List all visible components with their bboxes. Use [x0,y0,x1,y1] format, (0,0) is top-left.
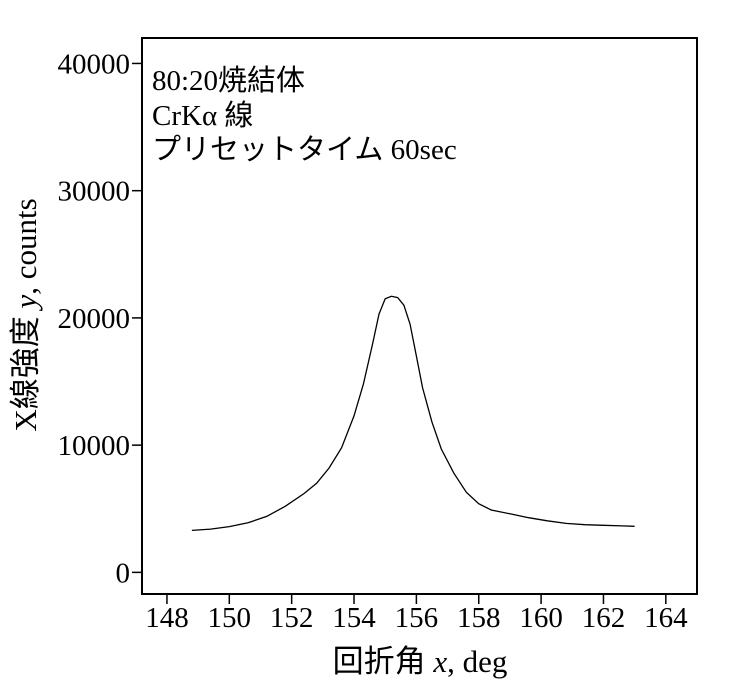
y-tick-label: 0 [116,557,131,589]
x-tick-label: 158 [457,602,501,634]
series-line [191,295,635,532]
y-tick-label: 10000 [58,430,131,462]
axis-ticks [132,62,667,604]
x-tick-label: 154 [332,602,376,634]
x-tick-label: 152 [270,602,314,634]
x-tick-label: 160 [519,602,563,634]
y-tick-label: 40000 [58,48,131,80]
x-tick-label: 164 [644,602,688,634]
y-tick-label: 20000 [58,303,131,335]
annotation-line-1: 80:20焼結体 [152,64,305,97]
x-tick-label: 150 [208,602,252,634]
plot-frame [141,37,698,595]
y-tick-label: 30000 [58,176,131,208]
x-axis-label: 回折角 x, deg [333,644,508,679]
x-tick-label: 162 [582,602,626,634]
x-tick-label: 148 [145,602,189,634]
x-tick-label: 156 [395,602,439,634]
axis-tick-labels: 148 150 152 154 156 158 160 162 164 0 10000 20000 30… [58,48,689,634]
annotation-line-2: CrKα 線 [152,99,253,132]
y-axis-label: X線強度 y, counts [8,198,43,431]
annotation-line-3: プリセットタイム 60sec [152,134,457,166]
